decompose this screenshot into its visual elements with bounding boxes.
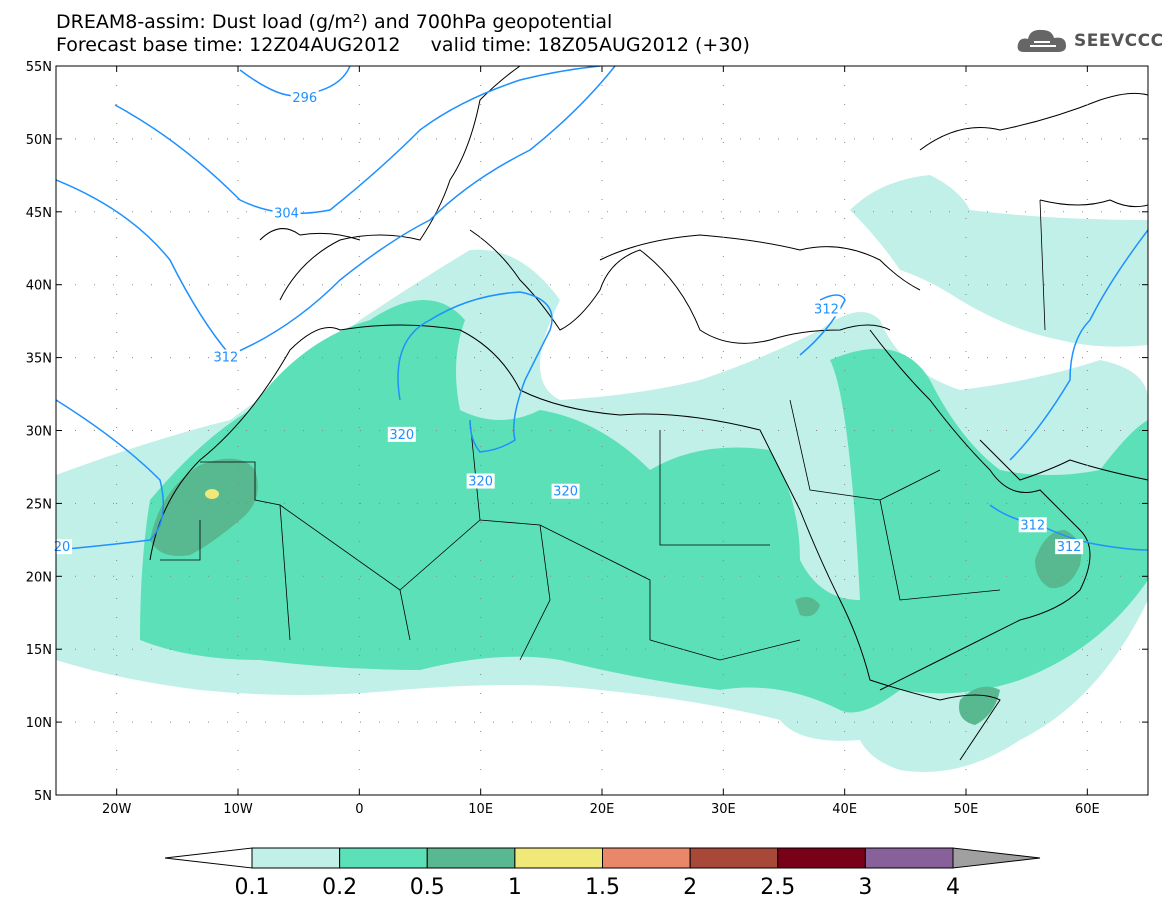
contour-320 [397, 291, 553, 453]
lat-label: 20N [26, 570, 52, 585]
colorbar-label: 1.5 [585, 875, 620, 900]
longitude-labels: 20W 10W 0 10E 20E 30E 40E 50E 60E [102, 802, 1100, 817]
lat-label: 30N [26, 425, 52, 440]
svg-text:320: 320 [468, 475, 493, 490]
lon-label: 30E [711, 802, 736, 817]
contour-label: 320 [551, 483, 580, 500]
svg-text:312: 312 [814, 302, 839, 317]
lat-label: 5N [34, 789, 52, 804]
contour-312-iran [1009, 229, 1148, 461]
lon-label: 0 [355, 802, 363, 817]
chart-title: DREAM8-assim: Dust load (g/m²) and 700hP… [56, 11, 613, 33]
lat-label: 35N [26, 352, 52, 367]
contour-312 [56, 66, 616, 356]
chart-subtitle: Forecast base time: 12Z04AUG2012 valid t… [56, 34, 750, 56]
svg-text:296: 296 [292, 91, 317, 106]
colorbar-label: 3 [858, 875, 872, 900]
contour-label: 312 [1018, 517, 1047, 533]
lon-label: 20W [102, 802, 132, 817]
contour-304 [114, 66, 601, 215]
colorbar-swatch [602, 847, 691, 869]
svg-text:312: 312 [213, 351, 238, 366]
svg-text:320: 320 [389, 428, 414, 443]
colorbar-label: 0.5 [410, 875, 445, 900]
colorbar-under-triangle [164, 847, 253, 869]
cloud-icon [1017, 29, 1066, 52]
colorbar-swatch [864, 847, 954, 869]
contour-312-east [799, 294, 846, 356]
colorbar-label: 0.2 [322, 875, 357, 900]
lon-label: 20E [590, 802, 615, 817]
logo-text: SEEVCCC [1074, 31, 1164, 51]
borders [160, 199, 1046, 661]
colorbar-label: 4 [946, 875, 960, 900]
contour-label: 312 [1055, 539, 1084, 555]
latitude-labels: 55N 50N 45N 40N 35N 30N 25N 20N 15N 10N 5N [26, 60, 52, 804]
contour-label: 312 [211, 349, 240, 366]
colorbar-swatch [514, 847, 603, 869]
contour-label: 304 [272, 205, 301, 221]
colorbar-label: 1 [508, 875, 522, 900]
contour-label: 296 [290, 90, 319, 106]
lat-label: 25N [26, 497, 52, 512]
lat-label: 45N [26, 206, 52, 221]
lon-label: 60E [1075, 802, 1100, 817]
svg-text:320: 320 [553, 485, 578, 500]
contour-312-gulf [989, 504, 1148, 551]
colorbar-label: 2.5 [760, 875, 795, 900]
colorbar-swatch [777, 847, 866, 869]
lat-label: 55N [26, 60, 52, 75]
svg-text:312: 312 [1057, 540, 1082, 555]
dust-region-high-west [150, 458, 258, 556]
colorbar-swatch [339, 847, 428, 869]
dust-region-peak [205, 489, 219, 499]
contour-label: 320 [466, 473, 495, 490]
lat-label: 40N [26, 279, 52, 294]
lat-label: 50N [26, 133, 52, 148]
lon-label: 50E [954, 802, 979, 817]
lat-label: 15N [26, 643, 52, 658]
colorbar-swatch [426, 847, 516, 869]
colorbar-swatch [689, 847, 779, 869]
dust-region-medium [140, 300, 1148, 713]
seevccc-logo: SEEVCCC [1016, 24, 1163, 58]
contour-label: 20 [52, 539, 73, 555]
map-area [56, 66, 1148, 795]
colorbar-over-triangle [952, 847, 1041, 869]
axis-ticks [56, 65, 1148, 796]
svg-text:304: 304 [274, 206, 299, 221]
contour-label: 320 [387, 426, 416, 443]
colorbar-labels: 0.1 0.2 0.5 1 1.5 2 2.5 3 4 [235, 875, 961, 900]
contour-label: 312 [812, 301, 841, 317]
lon-label: 40E [832, 802, 857, 817]
svg-text:20: 20 [54, 540, 71, 555]
lon-label: 10E [468, 802, 493, 817]
colorbar-label: 0.1 [235, 875, 270, 900]
colorbar-swatch [251, 847, 341, 869]
lat-label: 10N [26, 716, 52, 731]
lon-label: 10W [223, 802, 253, 817]
svg-text:312: 312 [1020, 518, 1045, 533]
dust-region-light-north [850, 175, 1148, 347]
colorbar-label: 2 [683, 875, 697, 900]
dust-region-high-eritrea [795, 596, 820, 617]
colorbar [164, 847, 1041, 869]
contour-312-west [56, 399, 165, 551]
contour-labels: 296 304 312 320 320 320 312 312 312 20 [52, 90, 1084, 555]
geopotential-contours [56, 66, 1148, 551]
